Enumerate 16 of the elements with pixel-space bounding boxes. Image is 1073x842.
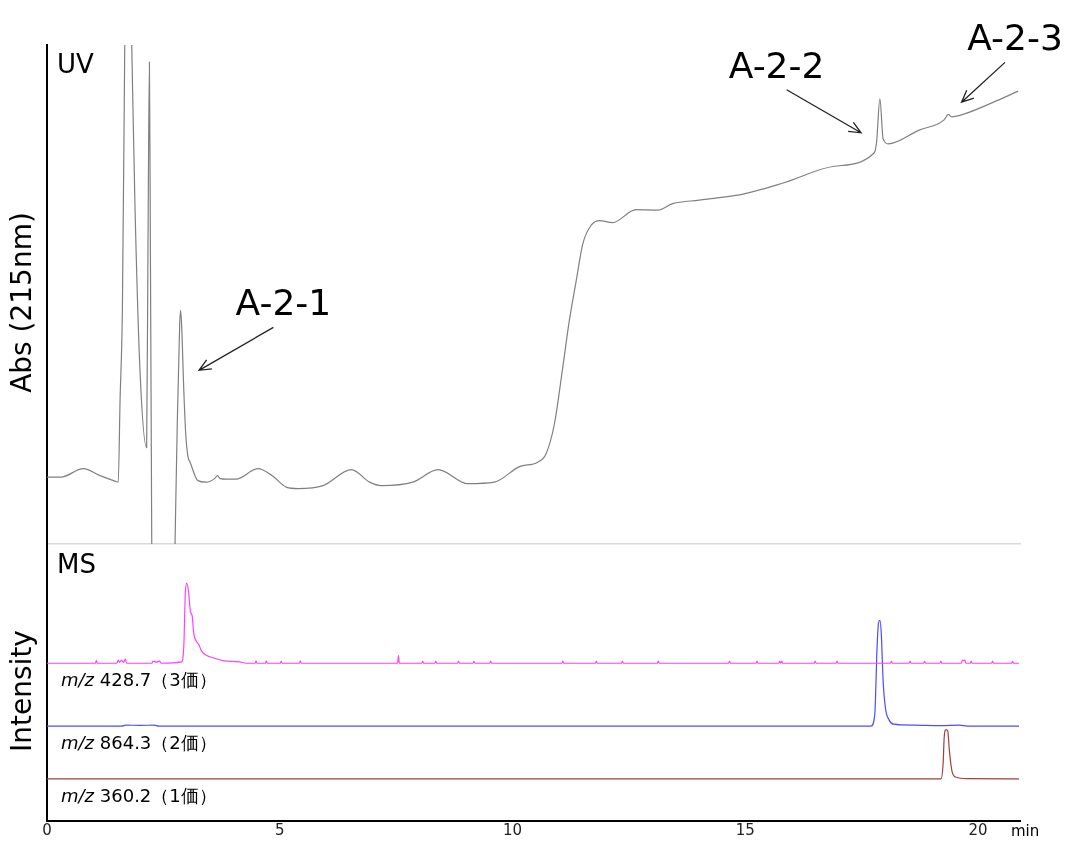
text: MS (57, 548, 96, 579)
x-tick-label: 0 (42, 821, 52, 840)
x-tick-label: 15 (735, 821, 755, 840)
y-axis-title: Abs (215nm) (5, 212, 39, 393)
series-label: m/z 360.2（1価） (61, 784, 217, 806)
x-axis-title: min (1011, 822, 1040, 841)
annotation: UV (57, 48, 95, 79)
annotation: A-2-3 (967, 17, 1063, 59)
x-tick-label: 10 (503, 821, 523, 840)
x-tick-label: 5 (275, 821, 285, 840)
annotation: A-2-2 (728, 44, 825, 86)
x-tick-label: 20 (968, 821, 988, 840)
annotation: A-2-1 (235, 282, 332, 324)
series-label: m/z 864.3（2価） (61, 731, 217, 753)
y-axis-title: Intensity (5, 630, 39, 752)
series-label: m/z 428.7（3価） (61, 668, 217, 690)
